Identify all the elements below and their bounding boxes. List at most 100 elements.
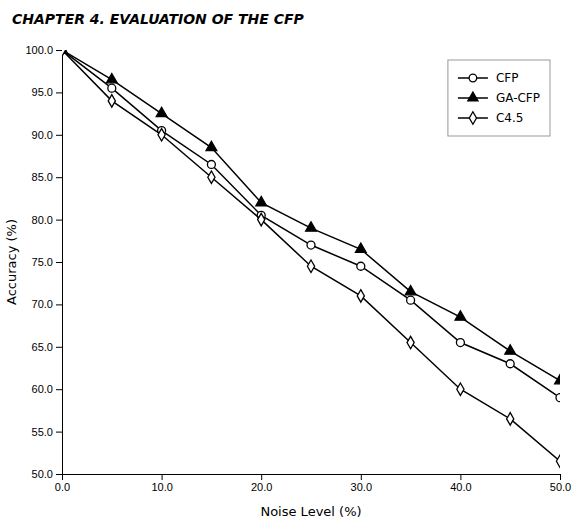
marker bbox=[108, 95, 115, 107]
legend-item: CFP bbox=[458, 71, 519, 85]
tick-label: 80.0 bbox=[32, 214, 53, 226]
marker bbox=[207, 160, 215, 168]
tick: 75.0 bbox=[32, 256, 62, 268]
tick: 50.0 bbox=[550, 474, 571, 493]
title: CHAPTER 4. EVALUATION OF THE CFP bbox=[12, 11, 305, 27]
marker bbox=[108, 84, 116, 92]
tick: 85.0 bbox=[32, 171, 62, 183]
tick-mark bbox=[460, 474, 461, 480]
marker bbox=[407, 296, 415, 304]
marker bbox=[307, 260, 314, 272]
tick-mark bbox=[56, 262, 62, 263]
tick-label: 50.0 bbox=[32, 468, 53, 480]
tick-mark bbox=[56, 432, 62, 433]
tick: 10.0 bbox=[151, 474, 172, 493]
tick: 30.0 bbox=[351, 474, 372, 493]
tick-label: 95.0 bbox=[32, 86, 53, 98]
tick-label: 30.0 bbox=[351, 481, 372, 493]
marker bbox=[158, 129, 165, 141]
marker bbox=[256, 196, 267, 205]
marker bbox=[507, 413, 514, 425]
x-axis: 0.0 10.0 20.0 30.0 40.0 50.0 bbox=[55, 474, 571, 493]
tick: 70.0 bbox=[32, 298, 62, 310]
tick: 40.0 bbox=[450, 474, 471, 493]
marker bbox=[156, 107, 167, 116]
legend-label: GA-CFP bbox=[496, 91, 540, 105]
tick-label: 75.0 bbox=[32, 256, 53, 268]
marker bbox=[556, 394, 560, 402]
tick-label: 40.0 bbox=[450, 481, 471, 493]
tick-mark bbox=[361, 474, 362, 480]
legend-item: C4.5 bbox=[458, 111, 523, 125]
tick-label: 85.0 bbox=[32, 171, 53, 183]
marker bbox=[208, 171, 215, 183]
series-line bbox=[62, 50, 560, 398]
tick: 80.0 bbox=[32, 214, 62, 226]
marker bbox=[307, 241, 315, 249]
tick: 0.0 bbox=[55, 474, 70, 493]
tick-mark bbox=[56, 135, 62, 136]
marker bbox=[106, 73, 117, 82]
axis-line bbox=[63, 475, 561, 481]
tick: 20.0 bbox=[251, 474, 272, 493]
tick-mark bbox=[261, 474, 262, 480]
tick-mark bbox=[56, 474, 62, 475]
legend-box bbox=[448, 60, 550, 136]
tick-mark bbox=[56, 304, 62, 305]
series-line bbox=[62, 50, 560, 381]
tick: 95.0 bbox=[32, 86, 62, 98]
tick-label: 70.0 bbox=[32, 298, 53, 310]
tick-label: 20.0 bbox=[251, 481, 272, 493]
tick-mark bbox=[56, 177, 62, 178]
legend: CFP GA-CFP C4.5 bbox=[448, 60, 550, 136]
tick-mark bbox=[56, 92, 62, 93]
y-axis-label: Accuracy (%) bbox=[4, 219, 19, 305]
tick-mark bbox=[56, 389, 62, 390]
marker bbox=[506, 360, 514, 368]
marker bbox=[357, 290, 364, 302]
tick: 65.0 bbox=[32, 341, 62, 353]
marker bbox=[62, 50, 66, 56]
legend-label: CFP bbox=[496, 71, 519, 85]
tick-label: 55.0 bbox=[32, 426, 53, 438]
tick-label: 0.0 bbox=[55, 481, 70, 493]
marker bbox=[456, 339, 464, 347]
marker bbox=[306, 222, 317, 231]
legend-label: C4.5 bbox=[496, 111, 523, 125]
tick-mark bbox=[56, 220, 62, 221]
marker bbox=[457, 383, 464, 395]
axis-line bbox=[56, 51, 63, 475]
legend-marker bbox=[469, 112, 476, 124]
legend-marker bbox=[469, 74, 477, 82]
tick-label: 50.0 bbox=[550, 481, 571, 493]
marker bbox=[357, 262, 365, 270]
marker bbox=[258, 213, 265, 225]
x-axis-label: Noise Level (%) bbox=[260, 504, 361, 519]
marker bbox=[407, 336, 414, 348]
y-axis: 50.0 55.0 60.0 65.0 70.0 75.0 80.0 85.0 90.0 95.0… bbox=[25, 44, 62, 480]
marker bbox=[505, 345, 516, 354]
tick-label: 60.0 bbox=[32, 383, 53, 395]
tick-label: 65.0 bbox=[32, 341, 53, 353]
marks bbox=[62, 50, 560, 468]
tick-mark bbox=[162, 474, 163, 480]
chart: CHAPTER 4. EVALUATION OF THE CFP 0.0 10.0 2… bbox=[0, 0, 582, 530]
tick-mark bbox=[56, 347, 62, 348]
tick-mark bbox=[560, 474, 561, 480]
tick: 90.0 bbox=[32, 129, 62, 141]
legend-item: GA-CFP bbox=[458, 91, 540, 105]
tick-label: 90.0 bbox=[32, 129, 53, 141]
marker bbox=[555, 375, 560, 384]
marker bbox=[405, 285, 416, 294]
tick: 100.0 bbox=[25, 44, 62, 56]
marker bbox=[206, 141, 217, 150]
tick: 50.0 bbox=[32, 468, 62, 480]
tick-label: 100.0 bbox=[25, 44, 53, 56]
tick-mark bbox=[56, 50, 62, 51]
legend-marker bbox=[468, 92, 478, 101]
tick-label: 10.0 bbox=[151, 481, 172, 493]
series-line bbox=[62, 50, 560, 461]
marker bbox=[455, 311, 466, 320]
marker bbox=[556, 455, 560, 467]
marker bbox=[355, 243, 366, 252]
